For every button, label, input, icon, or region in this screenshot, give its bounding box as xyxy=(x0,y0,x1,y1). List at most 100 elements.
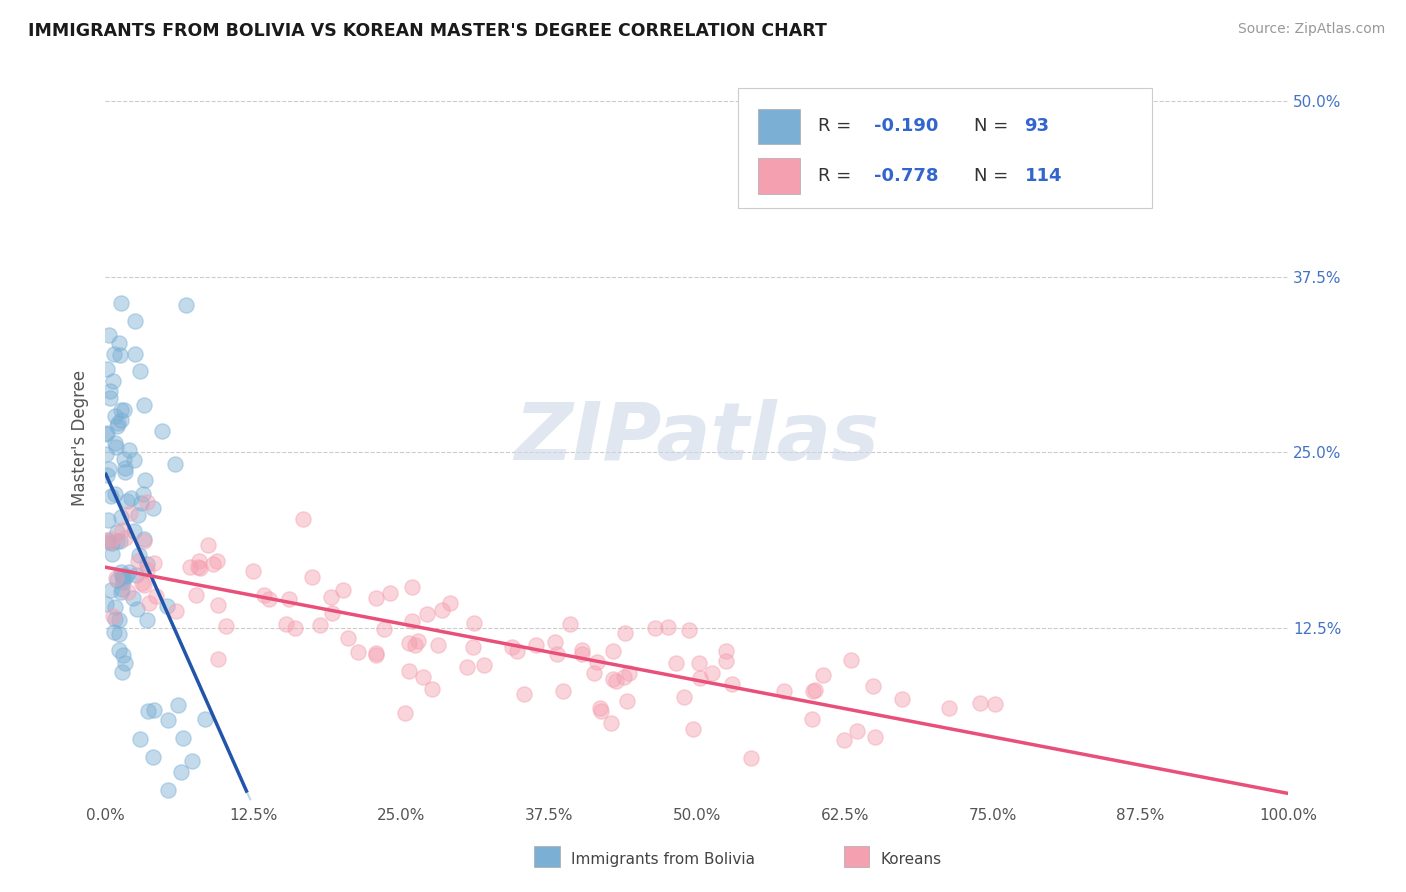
Point xyxy=(111,665,134,680)
Point xyxy=(108,613,131,627)
Point xyxy=(461,640,484,655)
Point xyxy=(111,572,134,586)
Point xyxy=(156,599,179,614)
Point xyxy=(104,571,127,585)
Point xyxy=(332,582,354,597)
Point xyxy=(617,665,640,680)
Point xyxy=(124,453,146,467)
Point xyxy=(938,700,960,714)
Point xyxy=(108,534,131,549)
Point xyxy=(165,604,187,618)
Point xyxy=(969,696,991,710)
Point xyxy=(714,655,737,669)
Point xyxy=(132,533,155,548)
Point xyxy=(100,533,122,547)
Point xyxy=(682,722,704,736)
Point xyxy=(114,531,136,545)
Point xyxy=(138,597,160,611)
Point xyxy=(174,298,197,312)
Point xyxy=(274,616,297,631)
Point xyxy=(110,412,132,426)
Point xyxy=(613,670,636,684)
Point xyxy=(110,585,132,599)
Point xyxy=(129,364,152,378)
Point xyxy=(129,731,152,746)
Point xyxy=(197,538,219,552)
Point xyxy=(120,506,142,520)
Point xyxy=(96,447,118,461)
Point xyxy=(110,295,132,310)
Point xyxy=(439,596,461,610)
Point xyxy=(98,327,121,342)
Point xyxy=(111,523,134,537)
Point xyxy=(721,677,744,691)
Point xyxy=(127,508,149,522)
Point xyxy=(101,536,124,550)
Point xyxy=(136,613,159,627)
Point xyxy=(120,491,142,506)
Point xyxy=(412,670,434,684)
Text: 93: 93 xyxy=(1025,118,1049,136)
Text: R =: R = xyxy=(817,118,856,136)
Point xyxy=(430,603,453,617)
Point xyxy=(602,672,624,686)
Point xyxy=(404,638,426,652)
Point xyxy=(100,583,122,598)
Point xyxy=(863,730,886,744)
Text: Koreans: Koreans xyxy=(880,853,941,867)
Point xyxy=(143,556,166,570)
Y-axis label: Master's Degree: Master's Degree xyxy=(72,370,89,507)
Point xyxy=(127,554,149,568)
Point xyxy=(96,597,118,611)
Point xyxy=(103,624,125,639)
Point xyxy=(292,512,315,526)
Point xyxy=(346,644,368,658)
Point xyxy=(811,667,834,681)
Point xyxy=(105,534,128,549)
Point xyxy=(582,665,605,680)
Point xyxy=(524,638,547,652)
Point xyxy=(398,635,420,649)
Point xyxy=(124,314,146,328)
Point xyxy=(114,452,136,467)
Point xyxy=(96,533,118,547)
Point xyxy=(416,607,439,621)
Point xyxy=(117,566,139,580)
Point xyxy=(336,631,359,645)
Point xyxy=(97,535,120,549)
Point xyxy=(104,599,127,614)
Point xyxy=(110,402,132,417)
Point xyxy=(156,782,179,797)
Point xyxy=(131,576,153,591)
Point xyxy=(401,614,423,628)
Point xyxy=(456,660,478,674)
Point xyxy=(96,426,118,441)
Point xyxy=(111,569,134,583)
Point xyxy=(301,570,323,584)
Text: Immigrants from Bolivia: Immigrants from Bolivia xyxy=(571,853,755,867)
Point xyxy=(801,712,824,726)
Point xyxy=(110,510,132,524)
Point xyxy=(108,335,131,350)
Point xyxy=(714,644,737,658)
Point xyxy=(96,467,118,482)
Point xyxy=(172,731,194,746)
Point xyxy=(101,609,124,624)
Point xyxy=(600,716,623,731)
Point xyxy=(110,348,132,362)
Point xyxy=(253,588,276,602)
Point xyxy=(105,524,128,539)
Point xyxy=(378,586,401,600)
Point xyxy=(571,648,593,662)
Point xyxy=(105,441,128,455)
Point xyxy=(205,554,228,568)
Point xyxy=(181,754,204,768)
Point xyxy=(689,671,711,685)
Point xyxy=(124,347,146,361)
Point xyxy=(891,692,914,706)
Point xyxy=(740,750,762,764)
Point xyxy=(801,684,824,698)
Point xyxy=(602,644,624,658)
Point xyxy=(150,424,173,438)
Point xyxy=(143,703,166,717)
